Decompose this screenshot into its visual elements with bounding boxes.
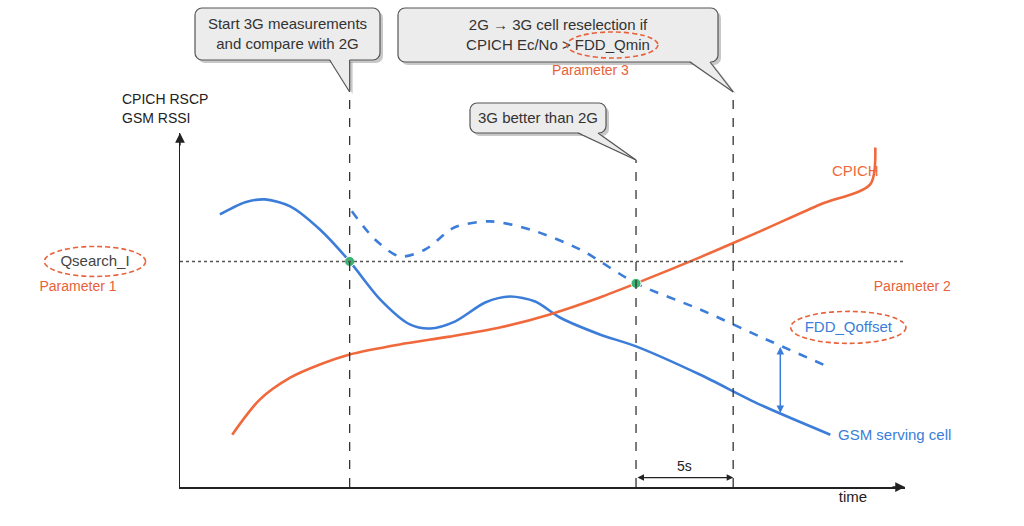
svg-text:GSM serving cell: GSM serving cell — [838, 426, 951, 443]
svg-text:CPICH Ec/No > FDD_Qmin: CPICH Ec/No > FDD_Qmin — [466, 36, 650, 53]
svg-text:CPICH RSCP: CPICH RSCP — [122, 91, 208, 107]
svg-text:Parameter 2: Parameter 2 — [874, 278, 951, 294]
svg-text:Parameter 1: Parameter 1 — [39, 278, 116, 294]
svg-text:Start 3G measurements: Start 3G measurements — [208, 15, 367, 32]
svg-text:5s: 5s — [677, 458, 692, 474]
svg-text:time: time — [839, 488, 867, 505]
svg-text:2G → 3G cell reselection if: 2G → 3G cell reselection if — [469, 16, 648, 33]
svg-text:3G better than 2G: 3G better than 2G — [478, 109, 598, 126]
svg-text:FDD_Qoffset: FDD_Qoffset — [805, 318, 893, 335]
svg-text:CPICH: CPICH — [832, 162, 879, 179]
svg-text:GSM RSSI: GSM RSSI — [122, 110, 190, 126]
svg-text:and compare with 2G: and compare with 2G — [216, 35, 359, 52]
svg-text:Parameter 3: Parameter 3 — [552, 62, 629, 78]
svg-text:Qsearch_I: Qsearch_I — [60, 252, 129, 269]
